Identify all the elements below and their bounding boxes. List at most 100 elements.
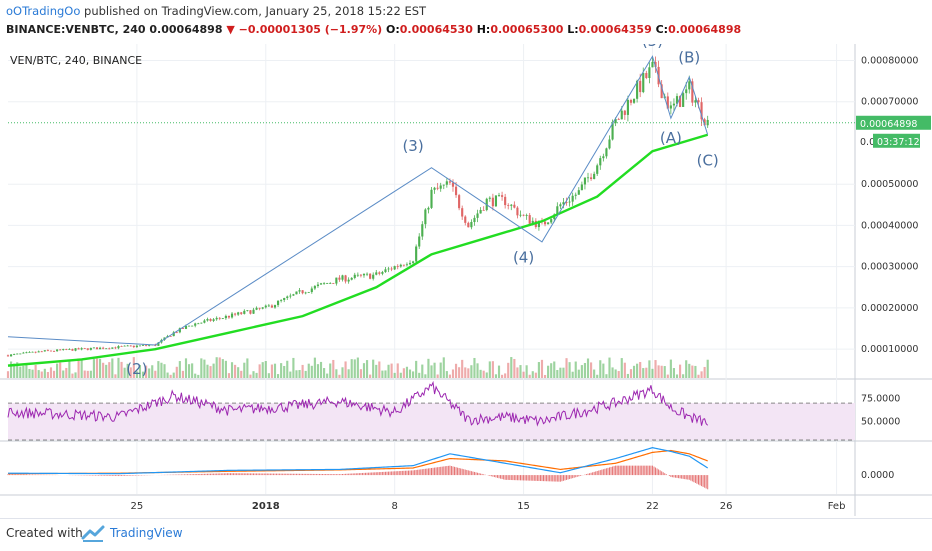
candle-body: [445, 181, 448, 185]
volume-bar: [273, 363, 277, 378]
volume-bar: [458, 367, 461, 378]
candle-body: [126, 345, 129, 347]
candle-body: [691, 81, 694, 103]
volume-bar: [688, 363, 691, 378]
wave-label: (5): [642, 44, 663, 50]
volume-bar: [258, 364, 261, 378]
y-tick-label: 0.00070000: [861, 97, 918, 108]
candle-body: [669, 105, 672, 109]
candle-body: [28, 351, 31, 353]
candle-body: [433, 187, 436, 190]
volume-bar: [218, 357, 221, 378]
volume-bar: [445, 371, 448, 378]
volume-bar: [338, 374, 341, 378]
volume-bar: [476, 363, 479, 378]
volume-bar: [326, 373, 329, 378]
volume-bar: [25, 364, 28, 378]
candle-body: [617, 119, 620, 120]
candle-body: [602, 156, 605, 159]
y-tick-label: 0.00080000: [861, 55, 918, 66]
candle-body: [454, 186, 458, 196]
volume-bar: [172, 372, 175, 378]
volume-bar: [301, 364, 304, 378]
volume-bar: [13, 363, 16, 378]
volume-bar: [378, 361, 381, 378]
candle-body: [304, 292, 307, 294]
author-link[interactable]: oOTradingOo: [6, 4, 81, 18]
candle-body: [332, 283, 335, 284]
volume-bar: [700, 371, 703, 378]
wave-label: (A): [660, 129, 682, 147]
candle-body: [203, 320, 206, 323]
candle-body: [402, 264, 405, 266]
volume-bar: [602, 363, 605, 378]
candle-body: [52, 351, 56, 352]
candle-body: [654, 61, 657, 67]
candle-body: [574, 194, 577, 196]
candle-body: [243, 310, 246, 314]
candle-body: [59, 349, 62, 351]
volume-bar: [37, 370, 40, 378]
volume-bar: [682, 374, 685, 378]
volume-bar: [298, 370, 301, 378]
candle-body: [685, 89, 688, 94]
volume-bar: [390, 363, 393, 378]
volume-bar: [200, 358, 203, 378]
high-value: 0.00065300: [490, 23, 564, 36]
volume-bar: [22, 365, 25, 378]
candle-body: [120, 346, 123, 347]
candle-body: [234, 313, 237, 315]
volume-bar: [482, 370, 485, 378]
candle-body: [37, 351, 40, 353]
candle-body: [258, 307, 261, 309]
volume-bar: [642, 368, 645, 378]
candle-body: [525, 215, 528, 216]
candle-body: [227, 315, 231, 318]
candle-body: [672, 103, 676, 106]
last-price-label: 0.00064898: [860, 119, 917, 130]
candle-body: [138, 345, 142, 347]
volume-bar: [479, 369, 482, 378]
chart-canvas[interactable]: 25 2018 8 15 22 26 Feb0.000100000.000200000.00…: [0, 32, 932, 518]
volume-bar: [151, 365, 154, 378]
change-arrow-icon: ▼: [226, 23, 235, 36]
moving-average-line: [7, 133, 709, 367]
chart-title: VEN/BTC, 240, BINANCE: [10, 54, 142, 67]
volume-bar: [138, 364, 142, 378]
volume-bar: [516, 367, 519, 378]
volume-bar: [528, 374, 531, 378]
candle-body: [74, 348, 77, 351]
candle-body: [682, 93, 685, 107]
volume-bar: [52, 370, 56, 378]
low-label: L:: [567, 23, 579, 36]
low-value: 0.00064359: [578, 23, 652, 36]
volume-bar: [473, 357, 476, 378]
volume-bar: [197, 374, 200, 378]
tradingview-brand-link[interactable]: TradingView: [110, 526, 183, 540]
volume-bar: [534, 372, 537, 378]
candle-body: [362, 273, 366, 276]
candle-body: [344, 275, 347, 282]
candle-body: [645, 72, 648, 78]
volume-bar: [206, 364, 209, 378]
volume-bar: [286, 360, 289, 378]
volume-bar: [369, 374, 372, 378]
volume-bar: [663, 366, 666, 378]
candle-body: [123, 345, 126, 347]
candle-body: [590, 177, 593, 179]
volume-bar: [319, 361, 323, 378]
volume-bar: [697, 374, 700, 378]
candle-body: [365, 273, 369, 275]
volume-bar: [461, 359, 464, 378]
y-tick-label: 0.00050000: [861, 179, 918, 190]
candle-body: [642, 72, 645, 93]
volume-bar: [105, 364, 108, 378]
volume-bar: [234, 364, 237, 378]
candle-body: [108, 348, 111, 350]
volume-bar: [494, 374, 498, 378]
volume-bar: [706, 359, 709, 378]
volume-bar: [537, 362, 540, 378]
volume-bar: [77, 358, 80, 378]
candle-body: [501, 195, 504, 197]
chart-area[interactable]: 25 2018 8 15 22 26 Feb 0.00010000 0.00020000 0.00…: [0, 32, 932, 518]
